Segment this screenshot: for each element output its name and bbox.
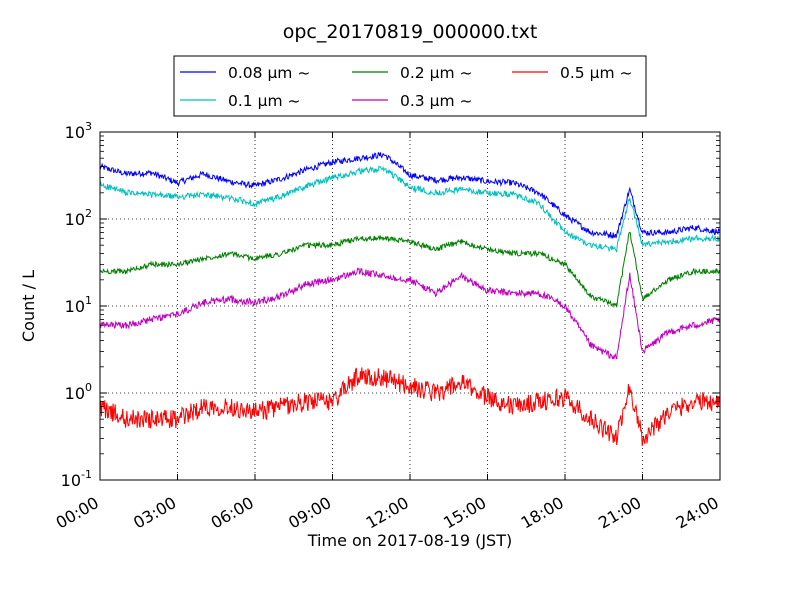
y-tick-base: 10 bbox=[61, 471, 81, 490]
y-tick-base: 10 bbox=[65, 210, 85, 229]
y-tick-base: 10 bbox=[65, 384, 85, 403]
x-axis-label: Time on 2017-08-19 (JST) bbox=[307, 531, 512, 550]
y-tick-exponent: 2 bbox=[85, 207, 92, 220]
chart-title: opc_20170819_000000.txt bbox=[283, 21, 538, 43]
series-line bbox=[99, 151, 721, 240]
legend-label: 0.5 μm ~ bbox=[560, 64, 632, 82]
legend-label: 0.3 μm ~ bbox=[400, 92, 472, 110]
series-line bbox=[99, 231, 721, 309]
y-tick-label: 101 bbox=[65, 294, 92, 316]
legend-label: 0.2 μm ~ bbox=[400, 64, 472, 82]
y-tick-base: 10 bbox=[65, 297, 85, 316]
y-tick-label: 102 bbox=[65, 207, 92, 229]
y-tick-label: 10-1 bbox=[61, 468, 92, 490]
series-line bbox=[99, 165, 721, 253]
y-axis-label: Count / L bbox=[19, 270, 38, 342]
y-tick-exponent: 1 bbox=[85, 294, 92, 307]
y-tick-base: 10 bbox=[65, 123, 85, 142]
legend: 0.08 μm ~ 0.1 μm ~ 0.2 μm ~ 0.3 μm ~ 0.5 μm … bbox=[173, 55, 647, 117]
y-tick-exponent: 0 bbox=[85, 381, 92, 394]
y-tick-exponent: 3 bbox=[85, 120, 92, 133]
y-tick-label: 103 bbox=[65, 120, 92, 142]
series-layer bbox=[99, 151, 721, 447]
y-tick-label: 100 bbox=[65, 381, 92, 403]
series-line bbox=[99, 367, 721, 447]
legend-box bbox=[173, 55, 647, 117]
series-line bbox=[99, 267, 721, 360]
y-tick-exponent: -1 bbox=[81, 468, 92, 481]
legend-label: 0.08 μm ~ bbox=[228, 64, 310, 82]
legend-label: 0.1 μm ~ bbox=[228, 92, 300, 110]
